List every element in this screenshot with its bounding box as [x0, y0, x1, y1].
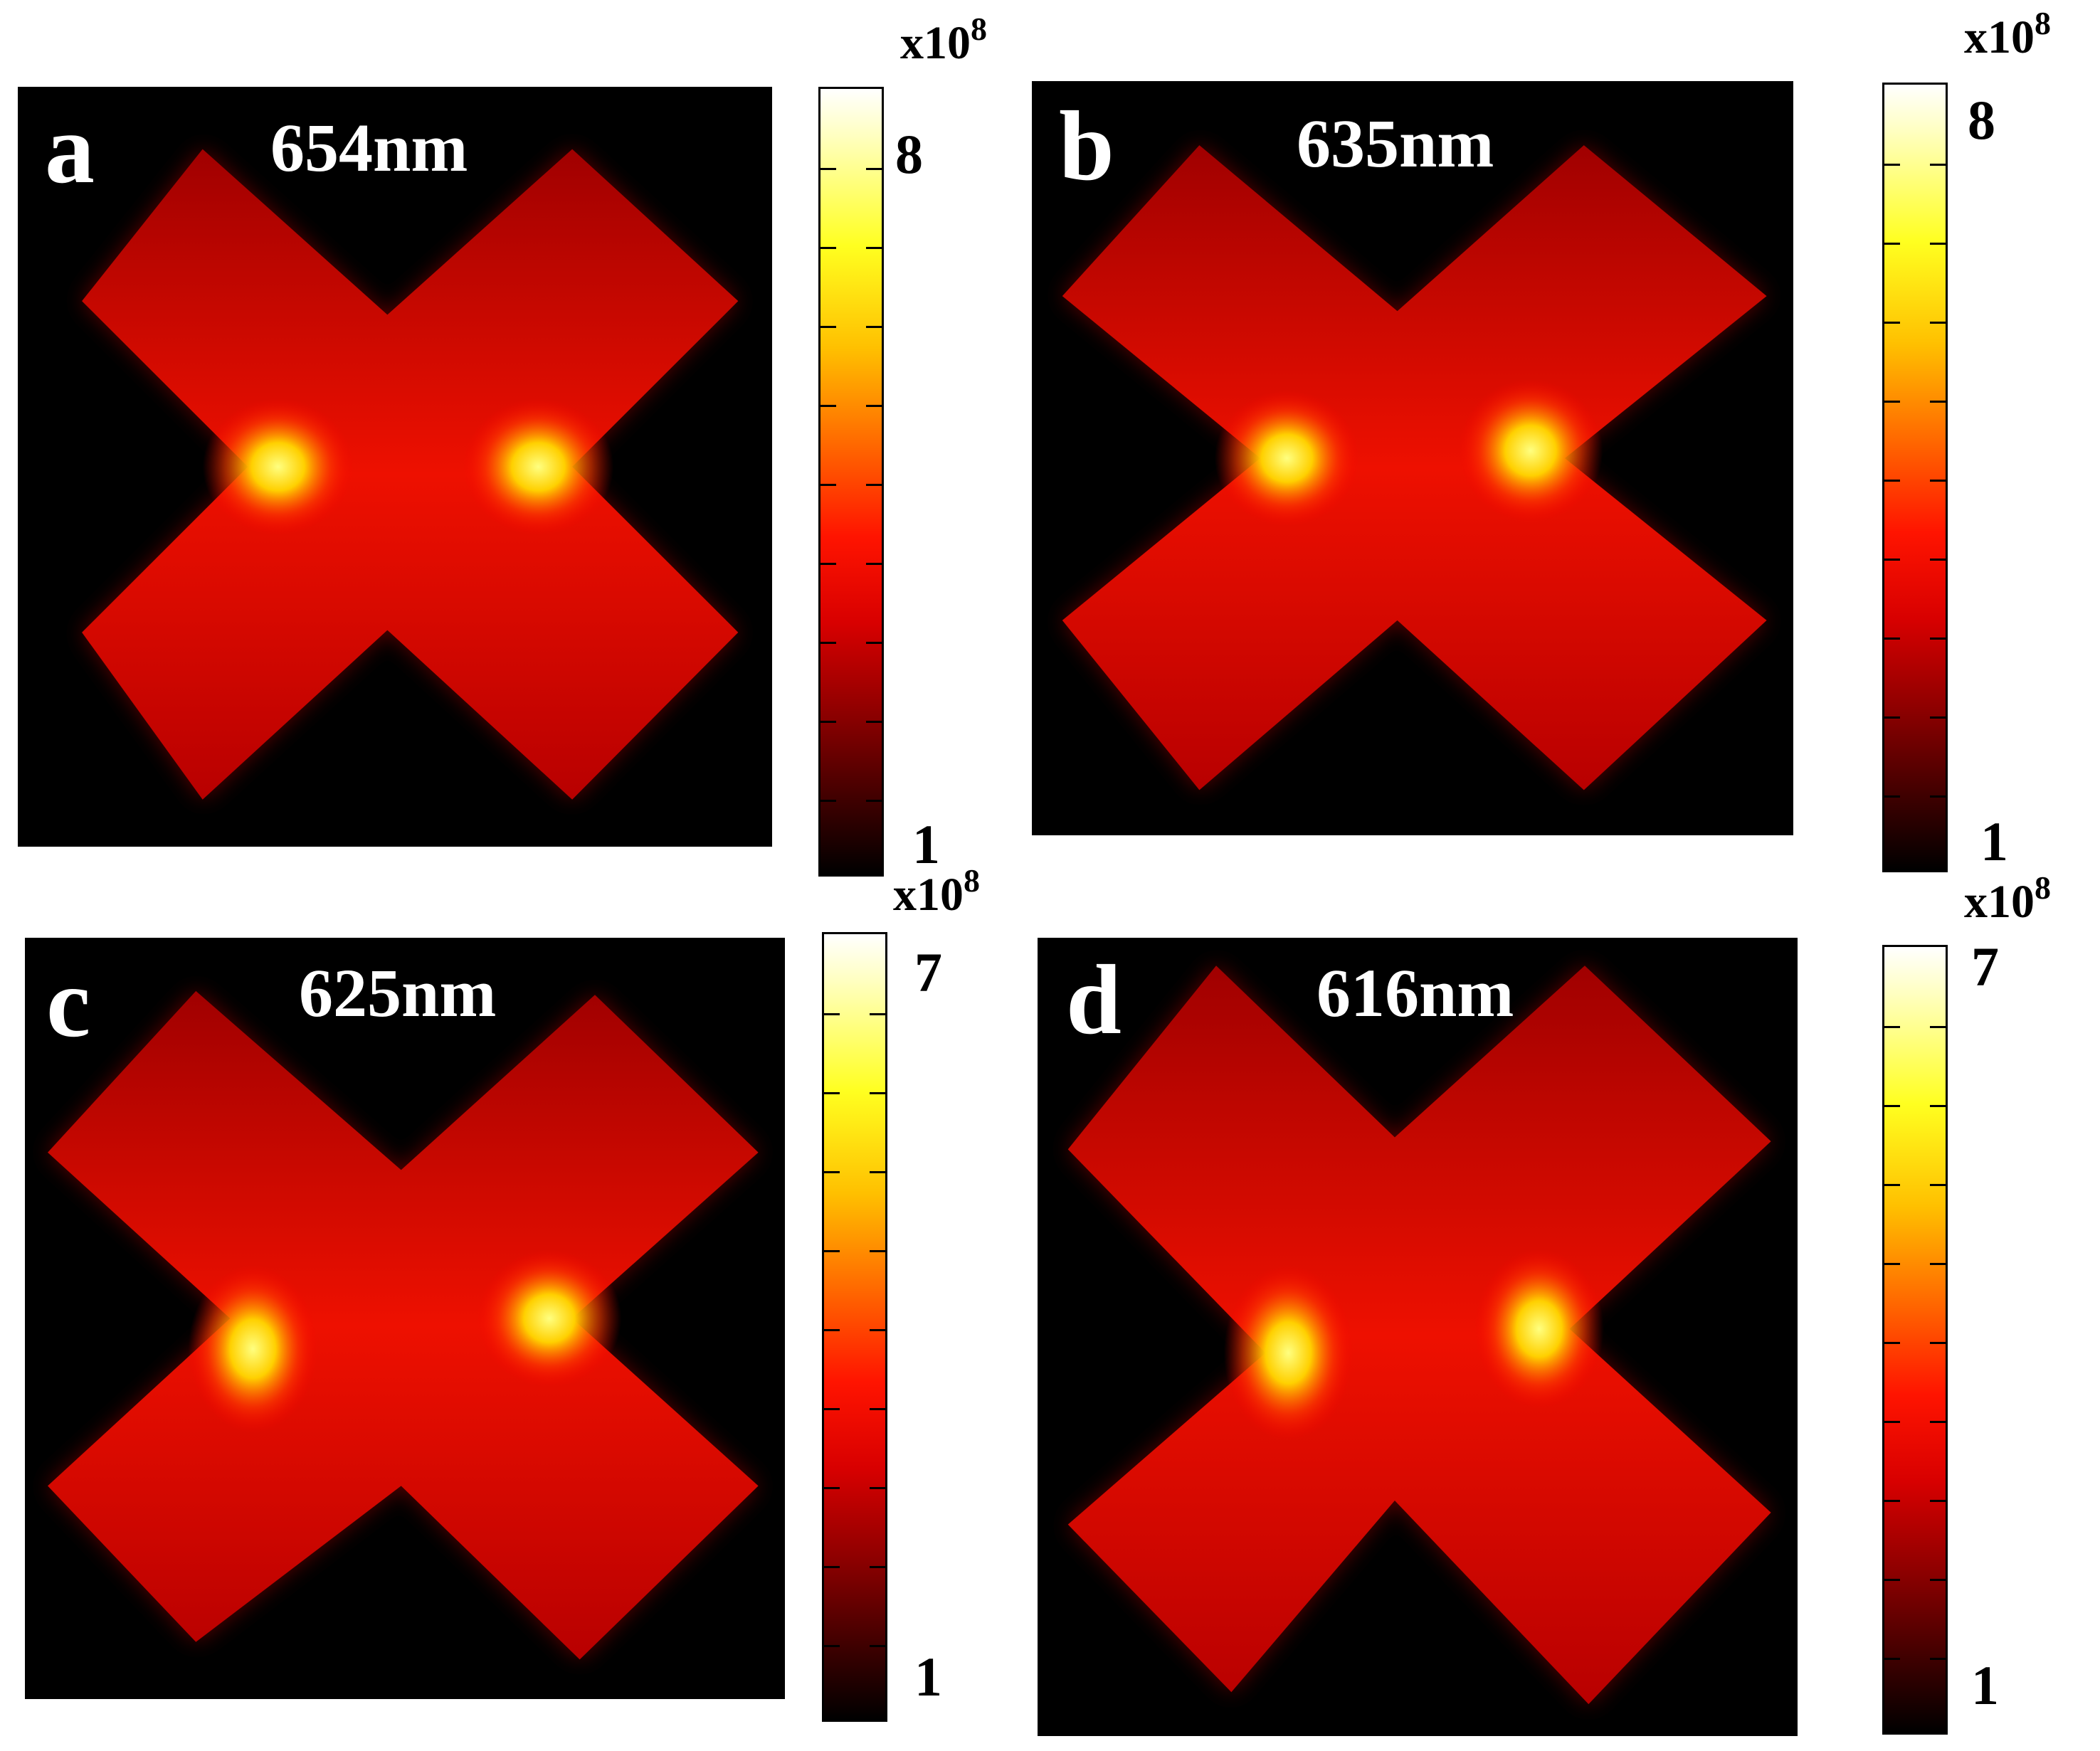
wavelength-label: 635nm [1297, 105, 1494, 181]
panel-c: c 625nm [25, 938, 785, 1699]
hotspot-right [1474, 1249, 1604, 1409]
colorbar-multiplier: x108 [1964, 869, 2051, 928]
panel-d: d 616nm [1038, 938, 1798, 1736]
colorbar-max-label: 7 [914, 941, 942, 1003]
wavelength-label: 625nm [299, 955, 497, 1031]
colorbar-multiplier: x108 [1964, 5, 2051, 63]
x-shape-field-map [1062, 145, 1767, 790]
hotspot-left [188, 1265, 318, 1433]
panel-letter: a [45, 94, 95, 204]
colorbar-min-label: 1 [1980, 810, 2008, 872]
colorbar-b [1882, 83, 1948, 872]
colorbar-c [822, 932, 887, 1722]
colorbar-min-label: 1 [1971, 1654, 1999, 1716]
colorbar-max-label: 8 [895, 123, 923, 185]
colorbar-min-label: 1 [914, 1646, 942, 1708]
colorbar-max-label: 7 [1971, 936, 1999, 998]
colorbar-a [818, 87, 884, 877]
colorbar-multiplier: x108 [893, 862, 980, 921]
x-shape-field-map [48, 990, 759, 1660]
panel-letter: c [46, 948, 91, 1058]
hotspot-left [1214, 390, 1360, 527]
panel-a: a 654nm [18, 87, 772, 847]
hotspot-right [1458, 379, 1603, 523]
x-shape-field-map [82, 149, 739, 800]
wavelength-label: 616nm [1317, 955, 1514, 1031]
colorbar-multiplier: x108 [900, 11, 987, 69]
panel-b: b 635nm [1032, 81, 1793, 835]
colorbar-d [1882, 945, 1948, 1735]
colorbar-max-label: 8 [1968, 89, 1995, 151]
x-shape-field-map [1067, 966, 1771, 1705]
hotspot-left [1223, 1265, 1354, 1441]
hotspot-right [477, 1249, 622, 1387]
colorbar-min-label: 1 [912, 813, 940, 875]
panel-letter: b [1059, 91, 1114, 201]
wavelength-label: 654nm [270, 110, 468, 186]
hotspot-left [202, 398, 354, 536]
panel-letter: d [1066, 945, 1122, 1055]
hotspot-right [463, 398, 614, 536]
